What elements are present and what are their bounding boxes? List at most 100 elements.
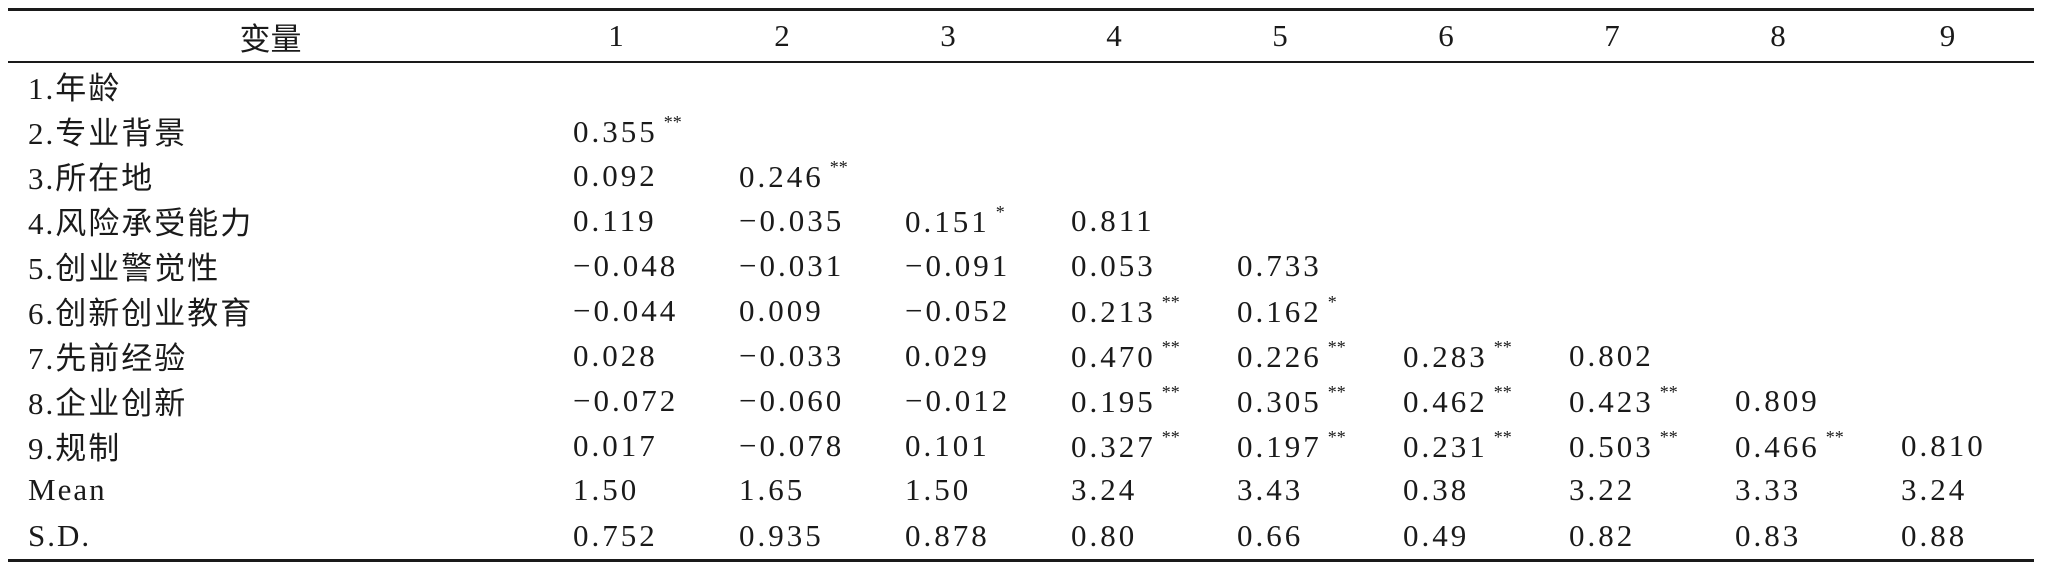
cell-value: 0.327 [1071,428,1156,464]
table-row: 7.先前经验 0.028 −0.033 0.029 0.470 ** 0.226 ** 0.28… [8,333,2034,378]
header-col-1: 1 [533,8,699,63]
row-label: 6.创新创业教育 [28,296,254,331]
table-cell [1529,62,1695,108]
table-cell: 0.101 [865,423,1031,468]
cell-value: −0.048 [573,247,679,283]
significance-marker: ** [1825,426,1844,447]
header-col-9: 9 [1861,8,2034,63]
cell-value: 0.162 [1237,293,1322,329]
significance-marker: ** [1493,381,1512,402]
table-cell: −0.048 [533,243,699,288]
cell-value: 0.283 [1403,338,1488,374]
table-cell [1363,198,1529,243]
cell-value: 3.24 [1901,472,1968,507]
significance-marker: ** [1327,426,1346,447]
table-row: S.D. 0.752 0.935 0.878 0.80 0.66 0.49 0.82 0.83 0… [8,512,2034,562]
cell-value: 0.503 [1569,428,1654,464]
cell-value: 0.88 [1901,517,1968,553]
table-cell [1695,333,1861,378]
table-cell [1529,288,1695,333]
table-cell [1363,288,1529,333]
cell-value: −0.033 [739,337,845,373]
row-label: 7.先前经验 [28,341,188,376]
table-cell [699,108,865,153]
table-cell [1695,198,1861,243]
cell-value: 0.80 [1071,517,1138,553]
table-cell [1861,378,2034,423]
row-label: 9.规制 [28,431,122,466]
table-cell: 0.470 ** [1031,333,1197,378]
table-cell [1197,108,1363,153]
cell-value: 0.423 [1569,383,1654,419]
table-cell [1363,153,1529,198]
cell-value: 0.66 [1237,517,1304,553]
cell-value: 0.49 [1403,517,1470,553]
table-cell [1695,108,1861,153]
table-cell [1861,108,2034,153]
table-cell: 0.017 [533,423,699,468]
cell-value: −0.060 [739,382,845,418]
cell-value: 0.462 [1403,383,1488,419]
table-row: 5.创业警觉性 −0.048 −0.031 −0.091 0.053 0.733 [8,243,2034,288]
cell-value: 0.809 [1735,382,1820,418]
correlation-table: 变量 1 2 3 4 5 6 7 8 9 1.年龄 2.专业背景 0.355 ** 3.所在地 0.092 0… [8,8,2034,562]
table-cell [1695,153,1861,198]
cell-value: −0.035 [739,202,845,238]
significance-marker: ** [1161,381,1180,402]
table-cell: −0.044 [533,288,699,333]
significance-marker: ** [829,156,848,177]
table-cell: 0.092 [533,153,699,198]
cell-value: 3.43 [1237,472,1304,507]
header-col-6: 6 [1363,8,1529,63]
cell-value: 0.213 [1071,293,1156,329]
table-cell [1529,153,1695,198]
cell-value: −0.031 [739,247,845,283]
significance-marker: ** [1161,426,1180,447]
table-cell: 0.283 ** [1363,333,1529,378]
significance-marker: ** [1161,291,1180,312]
row-label: Mean [28,472,107,507]
table-row: 6.创新创业教育 −0.044 0.009 −0.052 0.213 ** 0.162 * [8,288,2034,333]
significance-marker: ** [1327,336,1346,357]
cell-value: 3.24 [1071,472,1138,507]
table-cell: 0.028 [533,333,699,378]
table-cell: 0.733 [1197,243,1363,288]
table-cell: 0.82 [1529,512,1695,562]
cell-value: 0.733 [1237,247,1322,283]
table-cell: 0.305 ** [1197,378,1363,423]
cell-value: 1.50 [573,472,640,507]
cell-value: 0.101 [905,427,990,463]
table-cell: 0.423 ** [1529,378,1695,423]
header-col-7: 7 [1529,8,1695,63]
row-label: 8.企业创新 [28,386,188,421]
table-cell: 0.462 ** [1363,378,1529,423]
table-row: 8.企业创新 −0.072 −0.060 −0.012 0.195 ** 0.305 ** 0.… [8,378,2034,423]
table-cell [1861,288,2034,333]
row-label: 5.创业警觉性 [28,251,221,286]
table-cell: 0.162 * [1197,288,1363,333]
row-label: 3.所在地 [28,161,155,196]
table-cell [1363,243,1529,288]
table-cell [1861,243,2034,288]
cell-value: 0.802 [1569,337,1654,373]
cell-value: 0.38 [1403,472,1470,507]
table-cell [1363,108,1529,153]
table-cell: −0.033 [699,333,865,378]
table-body: 1.年龄 2.专业背景 0.355 ** 3.所在地 0.092 0.246 ** 4.风险承受… [8,62,2034,562]
cell-value: −0.091 [905,247,1011,283]
table-row: 4.风险承受能力 0.119 −0.035 0.151 * 0.811 [8,198,2034,243]
significance-marker: ** [1327,381,1346,402]
table-row: 2.专业背景 0.355 ** [8,108,2034,153]
cell-value: 0.231 [1403,428,1488,464]
table-cell: 0.151 * [865,198,1031,243]
table-cell: 3.33 [1695,468,1861,512]
cell-value: 0.305 [1237,383,1322,419]
table-cell [1031,153,1197,198]
cell-value: 0.752 [573,517,658,553]
cell-value: 0.226 [1237,338,1322,374]
significance-marker: ** [663,111,682,132]
table-cell: 0.752 [533,512,699,562]
cell-value: 0.119 [573,202,657,238]
header-col-3: 3 [865,8,1031,63]
table-cell: 0.009 [699,288,865,333]
